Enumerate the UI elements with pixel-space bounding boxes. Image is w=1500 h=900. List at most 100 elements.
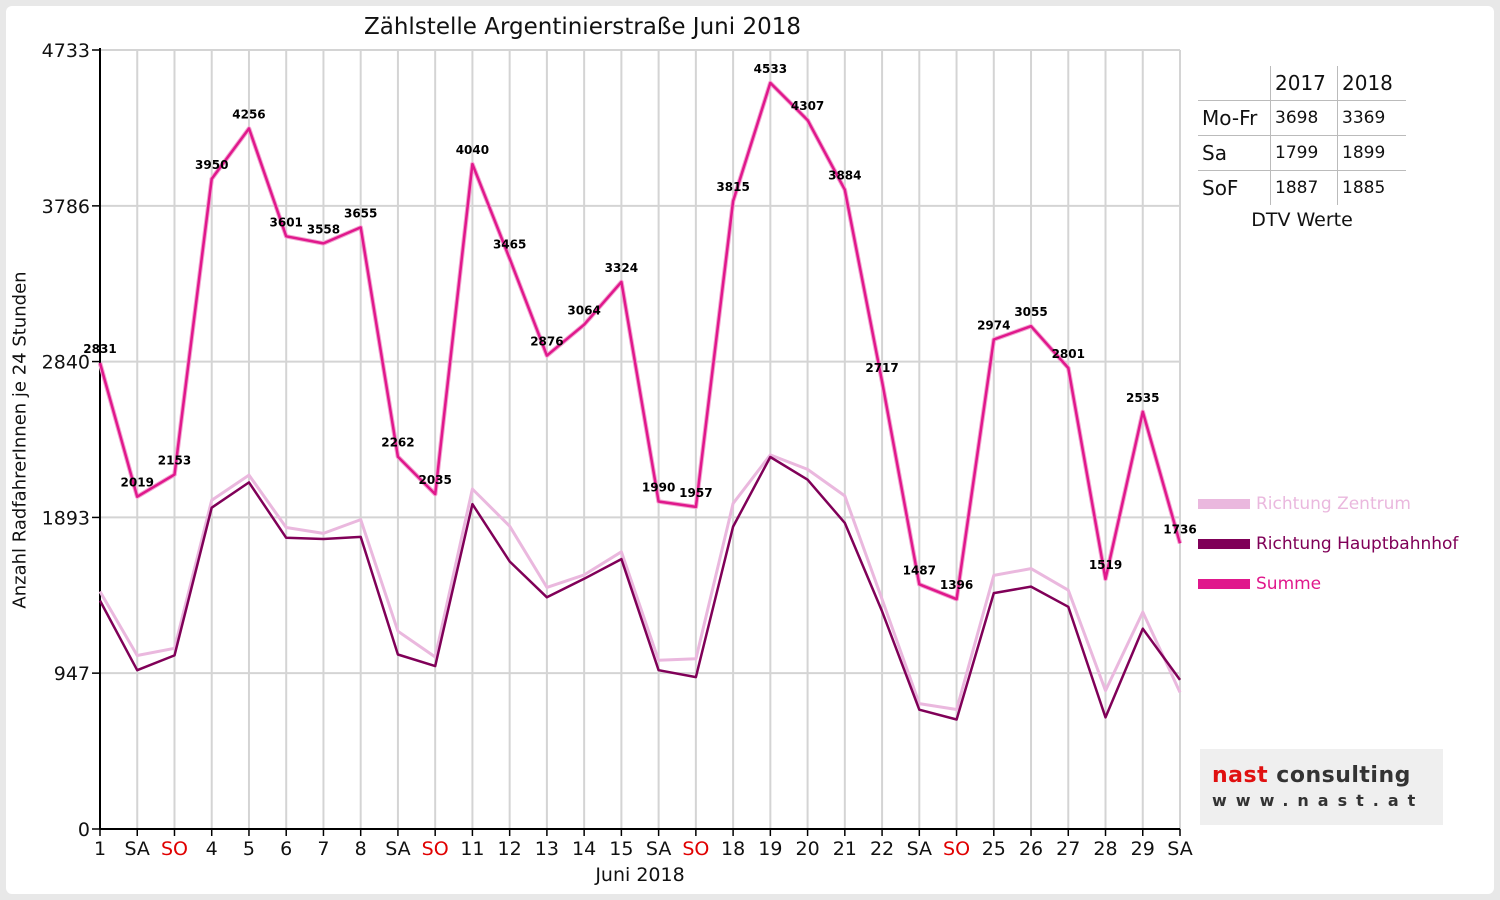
dtv-caption: DTV Werte	[1251, 209, 1353, 231]
data-label: 3055	[1014, 305, 1047, 319]
logo-url: www.nast.at	[1212, 791, 1425, 810]
data-label: 1487	[903, 563, 936, 577]
x-tick-label: SA	[646, 838, 671, 860]
x-tick-label: 29	[1131, 838, 1155, 860]
x-tick-label: 14	[572, 838, 596, 860]
x-tick-label: SO	[682, 838, 709, 860]
dtv-value-2018: 1899	[1337, 135, 1406, 171]
x-tick-label: SO	[943, 838, 970, 860]
data-label: 2717	[865, 361, 898, 375]
data-label: 1396	[940, 578, 973, 592]
data-label: 2035	[418, 473, 451, 487]
x-tick-label: SA	[907, 838, 932, 860]
dtv-header-2017: 2017	[1270, 66, 1338, 101]
data-label: 3815	[716, 180, 749, 194]
legend-label: Richtung Hauptbahnhof	[1256, 534, 1459, 554]
dtv-row-label: Mo-Fr	[1198, 100, 1271, 136]
x-tick-label: 4	[206, 838, 218, 860]
dtv-value-2018: 3369	[1337, 100, 1406, 136]
x-tick-label: SA	[1167, 838, 1192, 860]
dtv-row: SoF 1887 1885	[1198, 170, 1406, 205]
data-label: 3558	[307, 222, 340, 236]
data-label: 3655	[344, 206, 377, 220]
dtv-table: 2017 2018 Mo-Fr 3698 3369 Sa 1799 1899 S…	[1198, 66, 1406, 205]
logo-wordmark: nast consulting	[1212, 763, 1411, 788]
legend-label: Summe	[1256, 574, 1322, 594]
x-tick-label: SA	[125, 838, 150, 860]
y-tick-label: 1893	[42, 507, 90, 529]
data-label: 2974	[977, 319, 1010, 333]
data-label: 3884	[828, 169, 861, 183]
x-tick-label: 27	[1056, 838, 1080, 860]
data-label: 4307	[791, 99, 824, 113]
x-tick-label: 28	[1093, 838, 1117, 860]
legend-item-hauptbahnhof: Richtung Hauptbahnhof	[1198, 534, 1458, 554]
dtv-header-empty	[1198, 66, 1271, 101]
data-label: 2019	[121, 476, 154, 490]
x-tick-label: 6	[280, 838, 292, 860]
data-label: 1990	[642, 480, 675, 494]
y-tick-label: 947	[54, 663, 90, 685]
x-axis-label: Juni 2018	[595, 864, 685, 886]
plot-area	[100, 50, 1180, 829]
x-tick-label: 12	[498, 838, 522, 860]
x-tick-label: 8	[355, 838, 367, 860]
data-label: 2831	[83, 342, 116, 356]
x-tick-label: 11	[460, 838, 484, 860]
x-tick-label: 22	[870, 838, 894, 860]
x-tick-label: 25	[982, 838, 1006, 860]
legend-item-summe: Summe	[1198, 574, 1321, 594]
x-tick-label: SO	[422, 838, 449, 860]
dtv-value-2017: 3698	[1270, 100, 1338, 136]
x-tick-label: 19	[758, 838, 782, 860]
x-tick-label: 26	[1019, 838, 1043, 860]
y-tick-label: 2840	[42, 352, 90, 374]
data-label: 1519	[1089, 558, 1122, 572]
data-label: 2801	[1052, 347, 1085, 361]
dtv-value-2018: 1885	[1337, 170, 1406, 205]
dtv-row-label: SoF	[1202, 176, 1239, 200]
dtv-value-2017: 1799	[1270, 135, 1338, 171]
company-logo: nast consulting www.nast.at	[1200, 749, 1443, 825]
legend-label: Richtung Zentrum	[1256, 494, 1411, 514]
dtv-row: Sa 1799 1899	[1198, 135, 1406, 171]
dtv-header-row: 2017 2018	[1198, 66, 1406, 101]
data-label: 2876	[530, 335, 563, 349]
data-label: 1957	[679, 486, 712, 500]
series-line	[98, 453, 1182, 711]
y-tick-label: 4733	[42, 40, 90, 62]
data-label: 4256	[232, 108, 265, 122]
x-tick-label: 1	[94, 838, 106, 860]
chart-title: Zählstelle Argentinierstraße Juni 2018	[364, 14, 801, 40]
x-tick-label: 7	[317, 838, 329, 860]
data-label: 2535	[1126, 391, 1159, 405]
dtv-value-2017: 1887	[1270, 170, 1338, 205]
x-tick-label: 20	[795, 838, 819, 860]
y-tick-label: 0	[78, 819, 90, 841]
dtv-row-label: Sa	[1198, 135, 1271, 171]
dtv-header-2018: 2018	[1337, 66, 1406, 101]
legend-item-zentrum: Richtung Zentrum	[1198, 494, 1411, 514]
y-tick-label: 3786	[42, 196, 90, 218]
x-tick-label: 18	[721, 838, 745, 860]
data-label: 2153	[158, 454, 191, 468]
x-tick-label: 15	[609, 838, 633, 860]
legend-swatch	[1198, 539, 1250, 549]
y-axis-label: Anzahl RadfahrerInnen je 24 Stunden	[9, 271, 31, 609]
x-tick-label: SO	[161, 838, 188, 860]
series-line	[98, 455, 1182, 721]
data-label: 4040	[456, 143, 489, 157]
legend-swatch	[1198, 499, 1250, 509]
series-line	[98, 81, 1182, 601]
data-label: 3465	[493, 238, 526, 252]
data-label: 1736	[1163, 522, 1196, 536]
data-label: 3950	[195, 158, 228, 172]
data-label: 3324	[605, 261, 638, 275]
legend-swatch	[1198, 579, 1250, 589]
x-tick-label: 13	[535, 838, 559, 860]
data-label: 3601	[270, 215, 303, 229]
x-tick-label: SA	[385, 838, 410, 860]
data-label: 3064	[567, 304, 600, 318]
data-label: 2262	[381, 436, 414, 450]
